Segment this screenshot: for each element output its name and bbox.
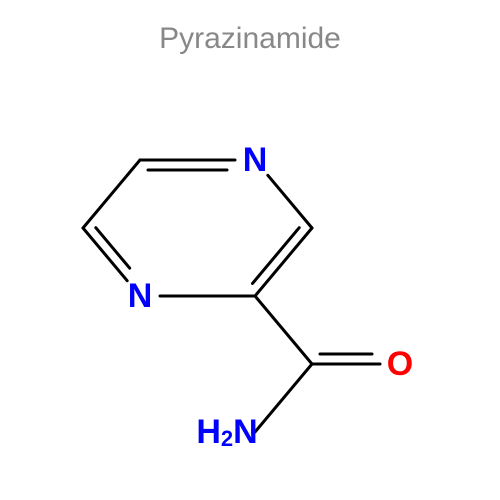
bond [83, 160, 140, 228]
atom-label-n: N [128, 277, 153, 315]
bond [255, 228, 312, 296]
bond [83, 228, 127, 281]
atom-label-amine: H2N [196, 413, 257, 451]
compound-title: Pyrazinamide [159, 22, 341, 55]
bond [255, 364, 312, 432]
bond-double-inner [252, 228, 299, 284]
bond [268, 175, 312, 228]
bond [255, 296, 312, 364]
atom-label-o: O [387, 345, 413, 383]
atom-label-n: N [243, 141, 268, 179]
